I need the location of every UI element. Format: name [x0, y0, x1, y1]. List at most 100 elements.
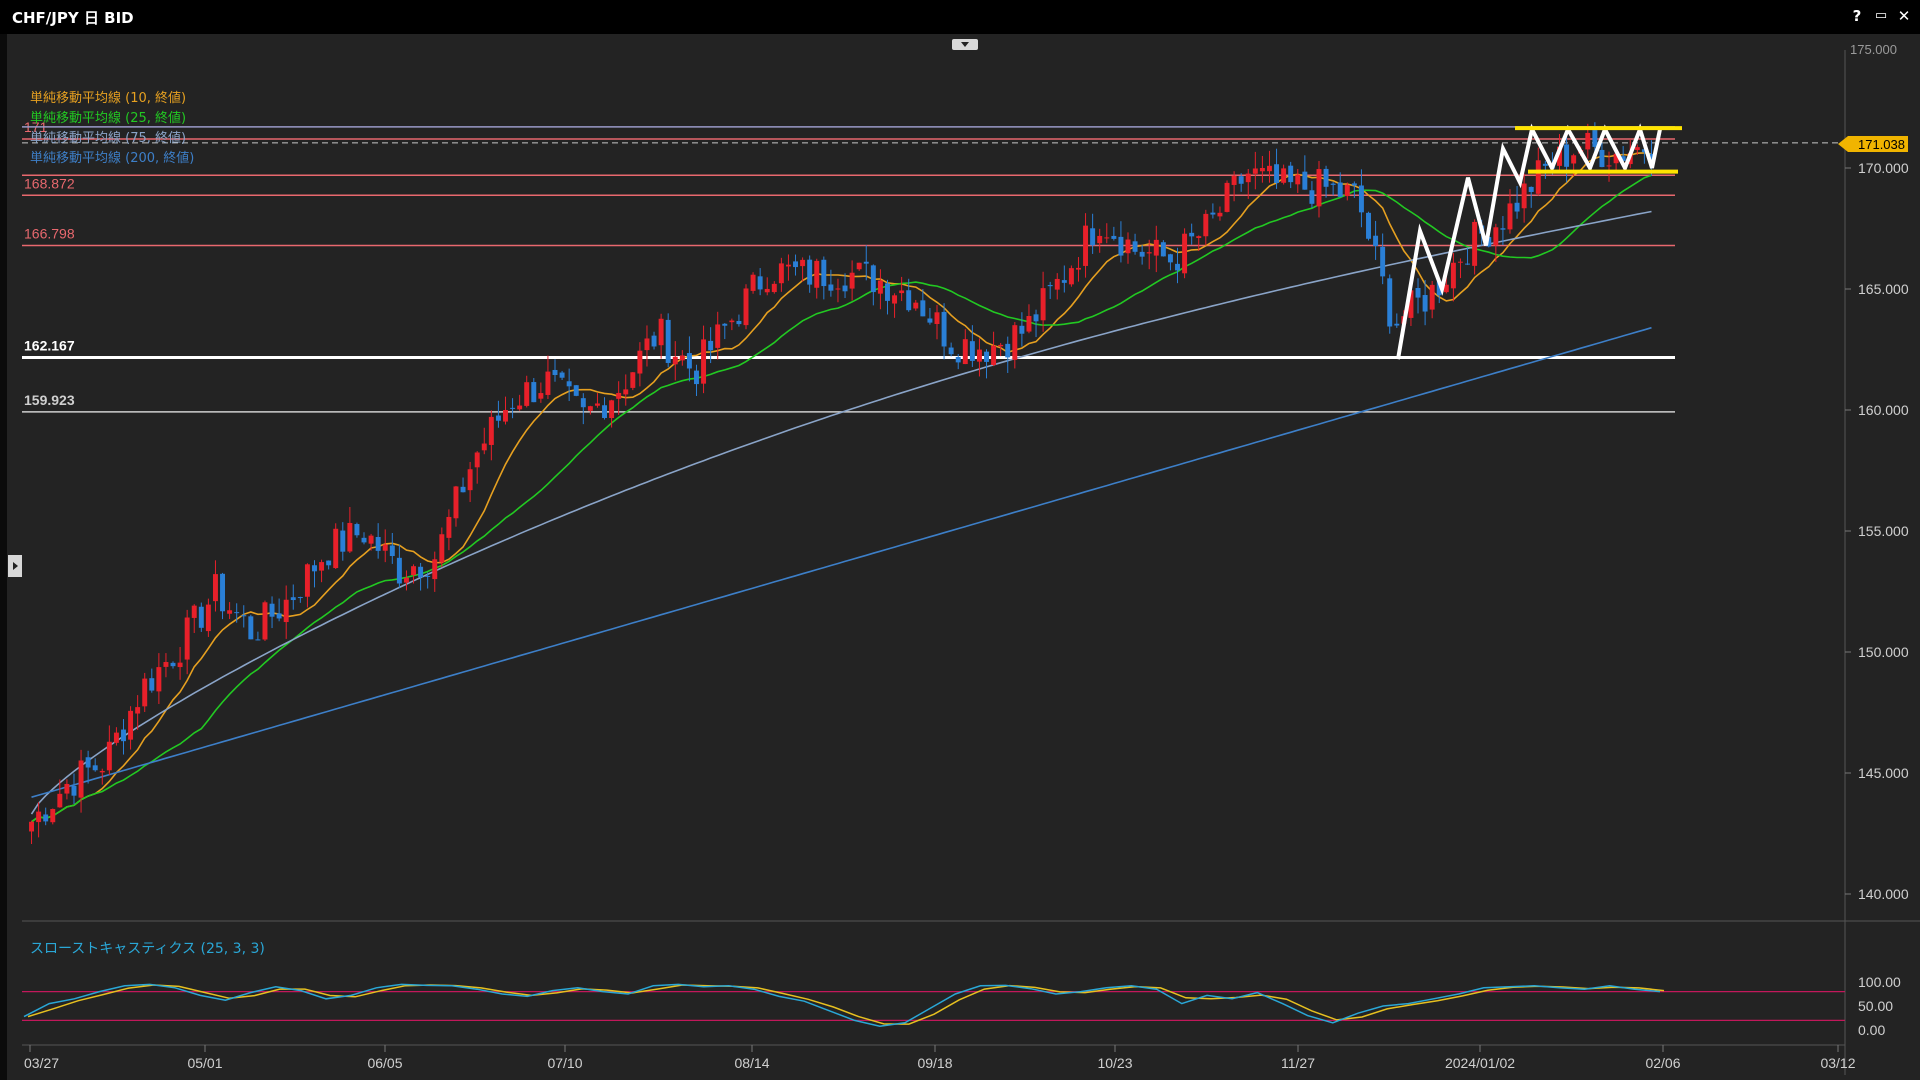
candle-body — [1422, 295, 1428, 312]
candle-body — [1408, 290, 1414, 318]
candle-body — [708, 340, 714, 351]
candle-body — [276, 613, 282, 619]
stoch-k-line — [23, 983, 1661, 1027]
candle-body — [913, 302, 919, 309]
candle-body — [163, 662, 169, 667]
candle-body — [304, 564, 310, 597]
candle-body — [354, 524, 360, 536]
candle-body — [1542, 163, 1548, 166]
candle-body — [1599, 149, 1605, 168]
side-panel-toggle-icon[interactable] — [8, 555, 22, 577]
candle-body — [113, 732, 119, 743]
candle-body — [1302, 171, 1308, 190]
candle-body — [587, 406, 593, 411]
legend-sma-10: 単純移動平均線 (10, 終値) — [30, 90, 186, 106]
candle-body — [934, 312, 940, 325]
candle-body — [1486, 237, 1492, 247]
candle-body — [1118, 236, 1124, 256]
candlesticks — [29, 122, 1654, 845]
candle-body — [1160, 242, 1166, 257]
candle-body — [128, 710, 134, 740]
candle-body — [1641, 149, 1647, 153]
candle-body — [1457, 261, 1463, 263]
candle-body — [1125, 239, 1131, 254]
candle-body — [785, 264, 791, 267]
candle-body — [467, 469, 473, 491]
candle-body — [149, 678, 155, 691]
candle-body — [1175, 263, 1180, 271]
candle-body — [347, 522, 353, 552]
candle-body — [1415, 287, 1421, 298]
candle-body — [1564, 144, 1570, 167]
candle-body — [694, 370, 699, 385]
candle-body — [757, 276, 763, 290]
maximize-button[interactable]: ▭ — [1874, 8, 1888, 23]
help-button[interactable]: ? — [1852, 7, 1862, 25]
level-label: 168.872 — [24, 175, 75, 191]
candle-body — [1366, 212, 1371, 239]
candle-body — [269, 603, 275, 617]
candle-body — [57, 793, 63, 808]
y-tick-label: 145.000 — [1858, 765, 1909, 781]
candle-body — [1139, 251, 1145, 257]
stochastic-pane: 0.00 50.00 100.00 — [22, 974, 1901, 1038]
candle-body — [665, 319, 671, 363]
candle-body — [227, 610, 233, 614]
candle-body — [142, 678, 148, 707]
candle-body — [573, 385, 579, 396]
stoch-tick-label: 100.00 — [1858, 974, 1901, 990]
candle-body — [580, 398, 586, 408]
candle-body — [1061, 280, 1067, 283]
candle-body — [503, 410, 508, 422]
stoch-tick-label: 50.00 — [1858, 998, 1893, 1014]
candle-body — [1443, 284, 1449, 293]
candle-body — [36, 811, 42, 823]
candle-body — [821, 259, 827, 287]
candle-body — [453, 486, 459, 519]
close-button[interactable]: ✕ — [1897, 7, 1911, 25]
candle-body — [368, 535, 374, 544]
candle-body — [1026, 316, 1032, 332]
candle-body — [1068, 268, 1074, 285]
candle-body — [446, 516, 452, 538]
candle-body — [510, 407, 516, 409]
candle-body — [1592, 130, 1598, 147]
candle-body — [495, 415, 501, 421]
collapse-toggle-icon[interactable] — [952, 39, 978, 50]
candle-body — [411, 566, 417, 576]
legend-sma-75: 単純移動平均線 (75, 終値) — [30, 130, 186, 146]
candle-body — [722, 323, 728, 326]
candle-body — [1507, 203, 1513, 230]
candle-body — [425, 575, 431, 577]
candle-body — [297, 597, 303, 599]
candle-body — [212, 574, 218, 602]
candle-body — [630, 372, 636, 388]
candle-body — [948, 347, 954, 355]
candle-body — [1620, 156, 1626, 161]
candle-body — [877, 280, 883, 294]
candle-body — [778, 263, 784, 284]
candle-body — [198, 606, 204, 628]
candle-body — [1387, 278, 1393, 327]
candle-body — [545, 371, 551, 395]
candle-body — [1429, 284, 1435, 310]
stoch-tick-label: 0.00 — [1858, 1022, 1885, 1038]
x-tick-label: 02/06 — [1645, 1055, 1680, 1071]
candle-body — [403, 577, 409, 583]
candle-body — [1111, 235, 1117, 239]
candle-body — [1189, 232, 1195, 237]
candle-body — [1344, 184, 1350, 197]
candle-body — [474, 452, 480, 468]
candle-body — [255, 639, 261, 641]
candle-body — [644, 338, 650, 351]
candle-body — [1097, 235, 1103, 244]
candle-body — [92, 765, 98, 771]
candle-body — [828, 284, 834, 291]
candle-body — [340, 530, 346, 552]
candle-body — [991, 345, 997, 365]
candle-body — [1054, 278, 1060, 290]
candle-body — [1634, 147, 1640, 150]
candle-body — [1146, 252, 1152, 254]
candle-body — [538, 393, 544, 399]
